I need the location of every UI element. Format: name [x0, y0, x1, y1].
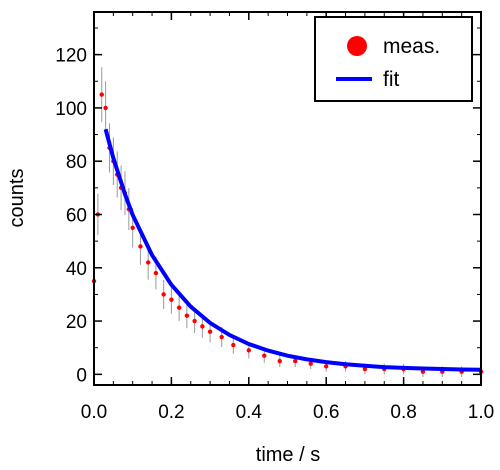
data-point: [308, 361, 313, 366]
y-axis-ticks: 0 20 40 60 80 100 120: [55, 27, 481, 386]
data-point: [277, 358, 282, 364]
measurement-points: [91, 92, 484, 374]
y-tick-label: 60: [66, 205, 87, 226]
data-point: [293, 358, 298, 364]
data-point: [103, 105, 108, 111]
legend-fit-label: fit: [383, 68, 400, 91]
data-point: [362, 366, 368, 372]
legend-meas-label: meas.: [383, 35, 440, 58]
data-point: [138, 244, 143, 249]
data-point: [176, 305, 182, 310]
data-point: [246, 348, 251, 353]
data-point: [99, 92, 104, 97]
x-tick-label: 0.2: [158, 402, 184, 423]
x-tick-label: 0.6: [313, 402, 339, 423]
data-point: [207, 329, 213, 334]
data-point: [161, 292, 166, 297]
x-tick-label: 1.0: [468, 402, 494, 423]
x-axis-ticks: 0.0 0.2 0.4 0.6 0.8 1.0: [81, 12, 494, 423]
data-point: [420, 369, 426, 374]
data-point: [184, 313, 190, 318]
y-tick-label: 80: [66, 152, 87, 173]
y-axis-label: counts: [6, 169, 28, 228]
legend: meas. fit: [314, 16, 473, 102]
data-point: [219, 334, 224, 340]
legend-meas-marker: [347, 36, 367, 56]
y-tick-label: 20: [66, 312, 87, 333]
data-point: [153, 270, 159, 276]
x-tick-label: 0.8: [390, 402, 416, 423]
y-tick-label: 40: [66, 259, 87, 280]
data-point: [200, 324, 205, 329]
y-tick-label: 0: [76, 365, 87, 386]
x-tick-label: 0.0: [81, 402, 107, 423]
y-tick-label: 100: [55, 99, 87, 120]
x-axis-label: time / s: [256, 444, 320, 466]
fit-line: [103, 128, 482, 372]
data-point: [169, 297, 174, 302]
legend-box: [314, 16, 473, 102]
error-bars: [93, 67, 482, 378]
data-point: [231, 342, 236, 348]
data-point: [130, 225, 135, 231]
data-point: [262, 353, 267, 358]
x-tick-label: 0.4: [236, 402, 263, 423]
data-point: [145, 260, 151, 265]
data-point: [192, 318, 197, 324]
y-tick-label: 120: [55, 46, 87, 67]
data-point: [324, 364, 329, 369]
